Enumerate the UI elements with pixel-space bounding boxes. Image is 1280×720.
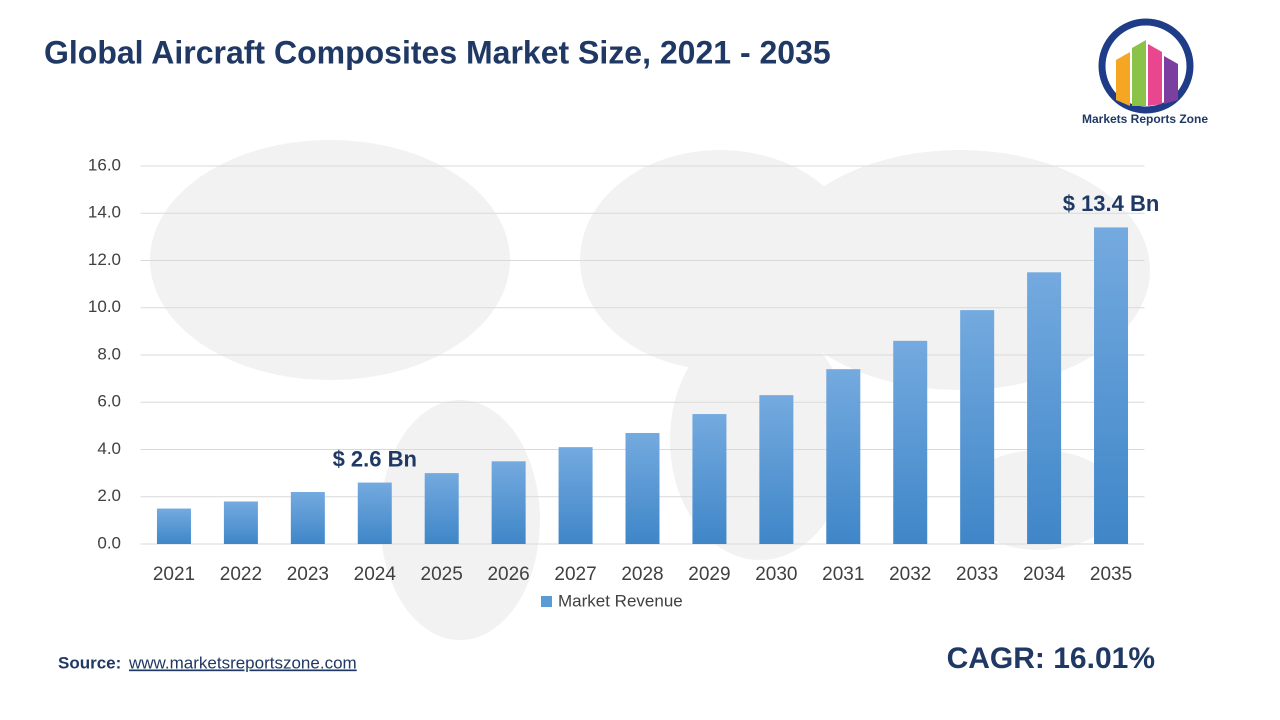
- legend-swatch: [541, 596, 552, 607]
- x-tick-label: 2025: [421, 564, 463, 585]
- x-tick-label: 2023: [287, 564, 329, 585]
- y-tick-label: 8.0: [97, 344, 121, 363]
- source-label: Source:: [58, 653, 121, 672]
- x-tick-label: 2028: [621, 564, 663, 585]
- bar: [826, 369, 861, 544]
- x-tick-label: 2029: [688, 564, 730, 585]
- bar: [223, 501, 258, 544]
- x-tick-label: 2032: [889, 564, 931, 585]
- legend-label: Market Revenue: [558, 591, 683, 610]
- x-tick-label: 2024: [354, 564, 397, 585]
- x-tick-label: 2035: [1090, 564, 1132, 585]
- bar: [1094, 227, 1129, 545]
- bar: [960, 310, 995, 544]
- x-tick-label: 2030: [755, 564, 797, 585]
- y-tick-label: 12.0: [88, 250, 121, 269]
- bar: [156, 508, 191, 544]
- bar: [893, 340, 928, 544]
- bar: [357, 482, 392, 544]
- logo: Markets Reports Zone: [1082, 18, 1208, 126]
- bar: [1027, 272, 1062, 544]
- bar: [759, 395, 794, 544]
- chart-title: Global Aircraft Composites Market Size, …: [44, 34, 831, 70]
- bar: [558, 447, 593, 544]
- bar: [290, 492, 325, 544]
- y-tick-label: 6.0: [97, 392, 121, 411]
- y-tick-label: 0.0: [97, 533, 121, 552]
- x-tick-label: 2022: [220, 564, 262, 585]
- logo-text: Markets Reports Zone: [1082, 112, 1208, 126]
- plot: 0.0 2.0 4.0 6.0 8.0 10.0 12.0 14.0 16.0 2021 2022 2…: [88, 155, 1159, 610]
- x-tick-label: 2031: [822, 564, 864, 585]
- data-label: $ 13.4 Bn: [1063, 191, 1160, 216]
- x-tick-label: 2021: [153, 564, 195, 585]
- bar: [491, 461, 526, 544]
- source-url[interactable]: www.marketsreportszone.com: [128, 653, 357, 672]
- y-tick-label: 16.0: [88, 155, 121, 174]
- bar: [424, 473, 459, 544]
- y-tick-label: 2.0: [97, 486, 121, 505]
- x-tick-label: 2033: [956, 564, 998, 585]
- bar: [692, 414, 727, 544]
- x-tick-label: 2027: [554, 564, 596, 585]
- x-tick-label: 2026: [487, 564, 529, 585]
- y-tick-label: 4.0: [97, 439, 121, 458]
- bar: [625, 432, 660, 544]
- y-tick-label: 10.0: [88, 297, 121, 316]
- data-label: $ 2.6 Bn: [333, 446, 417, 471]
- x-tick-label: 2034: [1023, 564, 1066, 585]
- cagr: CAGR: 16.01%: [947, 642, 1155, 675]
- y-tick-label: 14.0: [88, 203, 121, 222]
